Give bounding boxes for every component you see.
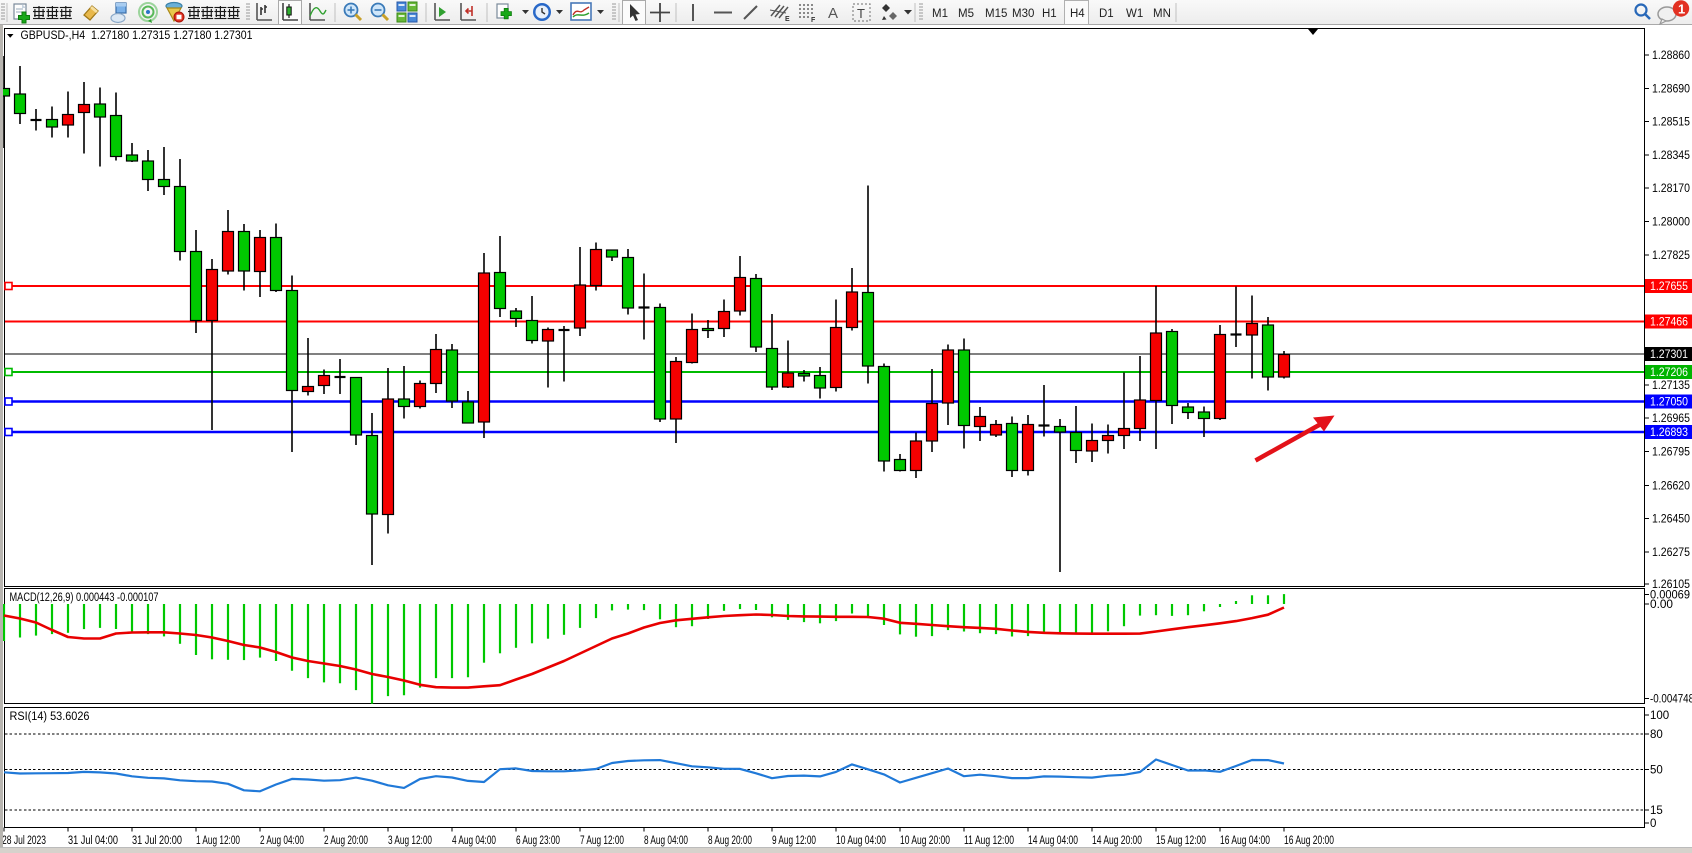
svg-text:0.00069: 0.00069 bbox=[1650, 590, 1690, 602]
svg-text:T: T bbox=[857, 6, 865, 21]
svg-text:1.26620: 1.26620 bbox=[1652, 480, 1690, 492]
svg-text:2 Aug 20:00: 2 Aug 20:00 bbox=[324, 835, 368, 847]
svg-text:80: 80 bbox=[1650, 729, 1663, 741]
svg-text:1.26795: 1.26795 bbox=[1652, 446, 1690, 458]
svg-text:1.26450: 1.26450 bbox=[1652, 514, 1690, 526]
svg-text:1.28515: 1.28515 bbox=[1652, 117, 1690, 129]
svg-text:1.26275: 1.26275 bbox=[1652, 547, 1690, 559]
svg-text:2 Aug 04:00: 2 Aug 04:00 bbox=[260, 835, 304, 847]
svg-text:31 Jul 20:00: 31 Jul 20:00 bbox=[132, 835, 182, 847]
svg-text:-0.004748: -0.004748 bbox=[1650, 694, 1692, 706]
svg-text:1.28170: 1.28170 bbox=[1652, 183, 1690, 195]
svg-text:3 Aug 12:00: 3 Aug 12:00 bbox=[388, 835, 432, 847]
svg-text:8 Aug 04:00: 8 Aug 04:00 bbox=[644, 835, 688, 847]
svg-text:1.27050: 1.27050 bbox=[1650, 397, 1688, 409]
svg-text:16 Aug 20:00: 16 Aug 20:00 bbox=[1284, 835, 1334, 847]
svg-text:11 Aug 12:00: 11 Aug 12:00 bbox=[964, 835, 1014, 847]
svg-text:0.00: 0.00 bbox=[1650, 599, 1673, 611]
svg-text:1.28000: 1.28000 bbox=[1652, 217, 1690, 229]
svg-text:8 Aug 20:00: 8 Aug 20:00 bbox=[708, 835, 752, 847]
svg-text:28 Jul 2023: 28 Jul 2023 bbox=[2, 835, 46, 847]
svg-text:H4: H4 bbox=[1070, 8, 1085, 20]
svg-text:A: A bbox=[828, 5, 838, 22]
svg-text:E: E bbox=[785, 16, 790, 23]
svg-text:1: 1 bbox=[1678, 2, 1685, 17]
svg-text:1.27135: 1.27135 bbox=[1652, 380, 1690, 392]
svg-text:0: 0 bbox=[1650, 818, 1656, 830]
svg-text:10 Aug 20:00: 10 Aug 20:00 bbox=[900, 835, 950, 847]
svg-text:M30: M30 bbox=[1012, 8, 1034, 20]
svg-text:16 Aug 04:00: 16 Aug 04:00 bbox=[1220, 835, 1270, 847]
svg-text:1.27466: 1.27466 bbox=[1650, 317, 1688, 329]
svg-text:10 Aug 04:00: 10 Aug 04:00 bbox=[836, 835, 886, 847]
svg-text:MN: MN bbox=[1153, 8, 1171, 20]
svg-text:1.27825: 1.27825 bbox=[1652, 250, 1690, 262]
svg-text:31 Jul 04:00: 31 Jul 04:00 bbox=[68, 835, 118, 847]
svg-text:D1: D1 bbox=[1099, 8, 1114, 20]
svg-text:1.27206: 1.27206 bbox=[1650, 367, 1688, 379]
svg-text:9 Aug 12:00: 9 Aug 12:00 bbox=[772, 835, 816, 847]
svg-text:M15: M15 bbox=[985, 8, 1007, 20]
svg-text:1.28345: 1.28345 bbox=[1652, 150, 1690, 162]
svg-text:1.27301: 1.27301 bbox=[1650, 349, 1688, 361]
svg-text:4 Aug 04:00: 4 Aug 04:00 bbox=[452, 835, 496, 847]
svg-text:M1: M1 bbox=[932, 8, 948, 20]
svg-text:W1: W1 bbox=[1126, 8, 1143, 20]
svg-text:GBPUSD-,H4 1.27180 1.27315 1.: GBPUSD-,H4 1.27180 1.27315 1.27180 1.273… bbox=[21, 28, 253, 42]
svg-text:15: 15 bbox=[1650, 805, 1663, 817]
svg-text:RSI(14) 53.6026: RSI(14) 53.6026 bbox=[10, 711, 90, 723]
svg-text:1 Aug 12:00: 1 Aug 12:00 bbox=[196, 835, 240, 847]
svg-text:MACD(12,26,9) 0.000443 -0.0001: MACD(12,26,9) 0.000443 -0.000107 bbox=[10, 592, 159, 604]
svg-text:7 Aug 12:00: 7 Aug 12:00 bbox=[580, 835, 624, 847]
svg-text:14 Aug 20:00: 14 Aug 20:00 bbox=[1092, 835, 1142, 847]
svg-text:1.26893: 1.26893 bbox=[1650, 427, 1688, 439]
svg-text:14 Aug 04:00: 14 Aug 04:00 bbox=[1028, 835, 1078, 847]
svg-text:6 Aug 23:00: 6 Aug 23:00 bbox=[516, 835, 560, 847]
svg-text:M5: M5 bbox=[958, 8, 974, 20]
svg-text:100: 100 bbox=[1650, 710, 1669, 722]
svg-text:1.28860: 1.28860 bbox=[1652, 50, 1690, 62]
svg-text:1.28690: 1.28690 bbox=[1652, 83, 1690, 95]
svg-text:15 Aug 12:00: 15 Aug 12:00 bbox=[1156, 835, 1206, 847]
svg-text:1.27655: 1.27655 bbox=[1650, 281, 1688, 293]
svg-text:1.26965: 1.26965 bbox=[1652, 413, 1690, 425]
svg-text:F: F bbox=[811, 17, 816, 24]
svg-text:50: 50 bbox=[1650, 765, 1663, 777]
svg-text:H1: H1 bbox=[1042, 8, 1057, 20]
svg-text:1.26105: 1.26105 bbox=[1652, 579, 1690, 591]
